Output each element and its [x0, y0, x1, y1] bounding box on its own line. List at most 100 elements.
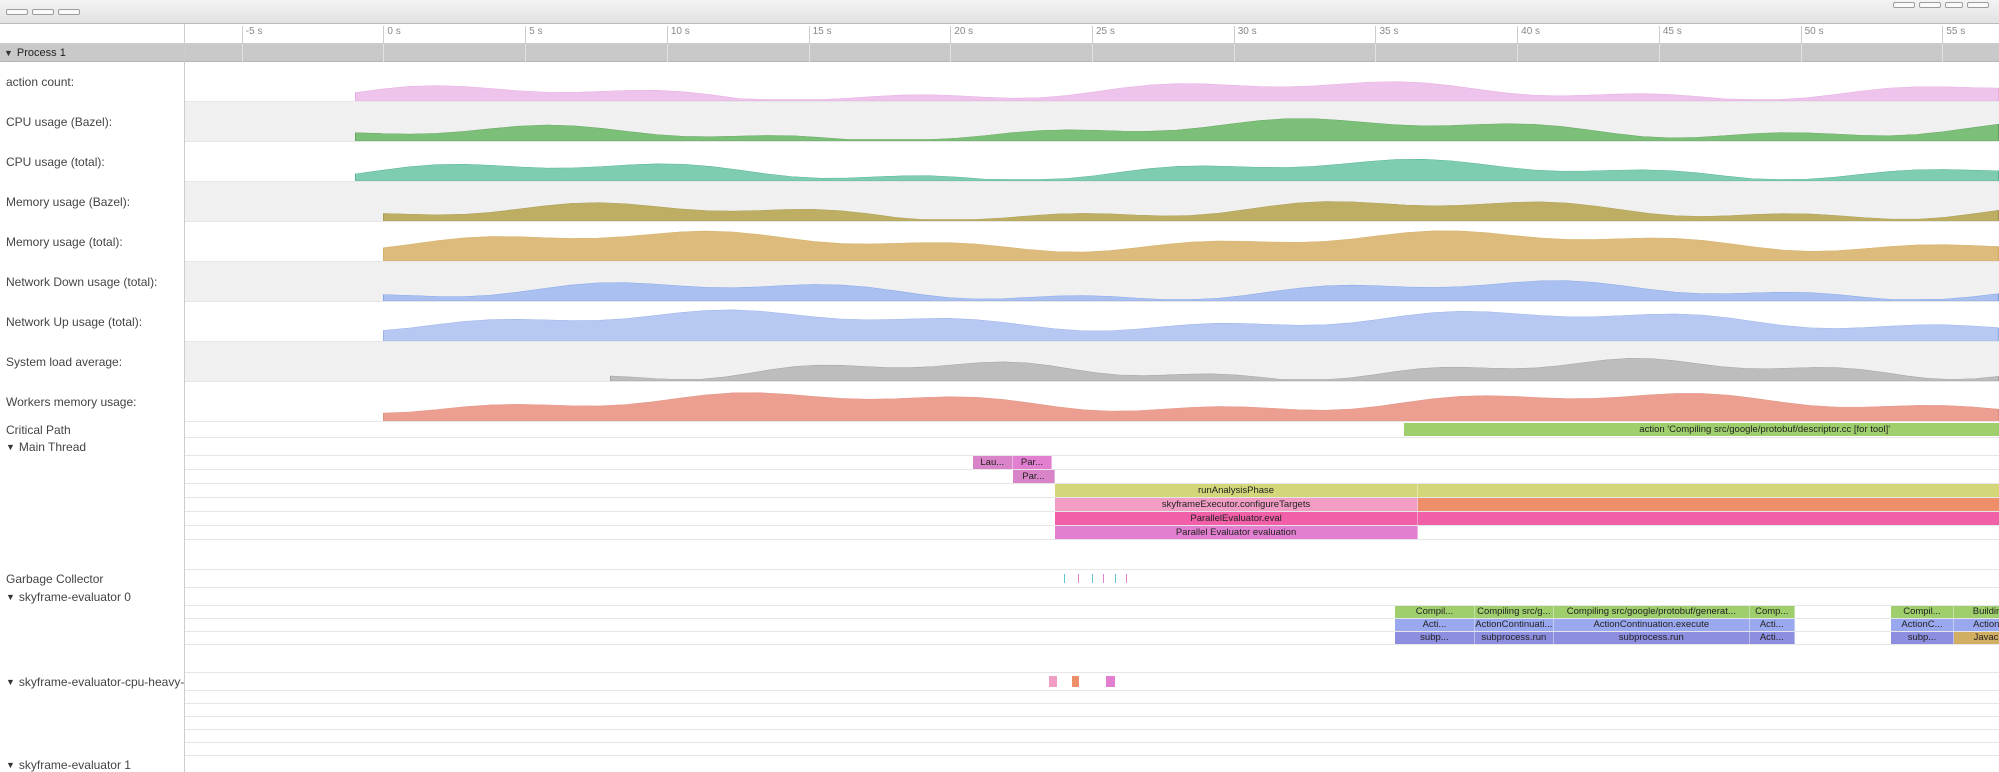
ruler-spacer	[0, 24, 185, 43]
main-thread-row-0[interactable]: Lau... Par...	[185, 456, 1999, 470]
gc-tick-5[interactable]	[1126, 574, 1127, 583]
spacer-track-1[interactable]	[185, 540, 1999, 570]
metric-track-2[interactable]	[185, 142, 1999, 182]
skyframe-cpu-heavy-1-track[interactable]	[185, 673, 1999, 691]
skyframe-evaluator-0-segment-bot-1[interactable]: subprocess.run	[1475, 632, 1554, 644]
main-thread-row-4[interactable]: ParallelEvaluator.evalParallelEvaluator …	[185, 512, 1999, 526]
skyframe-evaluator-0-segment-mid-0[interactable]: Acti...	[1395, 619, 1474, 631]
main-thread-row-2[interactable]: runAnalysisPhasebuildTargets	[185, 484, 1999, 498]
main-thread-row-5[interactable]: Parallel Evaluator evaluation	[185, 526, 1999, 540]
skyframe-cpu-heavy-1-label[interactable]: skyframe-evaluator-cpu-heavy-	[19, 675, 184, 689]
main-thread-segment-0-0[interactable]: Lau...	[973, 456, 1013, 469]
process-1-track	[185, 44, 1999, 62]
skyframe-cpu-heavy-1-marker-2[interactable]	[1106, 676, 1115, 687]
ruler-track[interactable]: -5 s 0 s 5 s 10 s 15 s 20 s 25 s 30 s 35 s 40 s 45…	[185, 24, 1999, 43]
garbage-collector-track[interactable]	[185, 570, 1999, 588]
skyframe-evaluator-0-segment-top-3[interactable]: Comp...	[1750, 606, 1795, 618]
main-thread-sub-label-5-container	[0, 526, 184, 540]
skyframe-evaluator-0-segment-top-1[interactable]: Compiling src/g...	[1475, 606, 1554, 618]
metric-track-0[interactable]	[185, 62, 1999, 102]
main-thread-segment-2-1[interactable]: buildTargets	[1418, 484, 1999, 497]
main-thread-segment-3-0[interactable]: skyframeExecutor.configureTargets	[1055, 498, 1418, 511]
skyframe-evaluator-0-segment-bot-0[interactable]: subp...	[1395, 632, 1474, 644]
main-thread-row-3[interactable]: skyframeExecutor.configureTargetsParalle…	[185, 498, 1999, 512]
main-thread-segment-5-0[interactable]: Parallel Evaluator evaluation	[1055, 526, 1418, 539]
metric-track-1[interactable]	[185, 102, 1999, 142]
metric-label-3: Memory usage (Bazel):	[6, 195, 130, 209]
gc-tick-4[interactable]	[1115, 574, 1116, 583]
main-thread-segment-1-0[interactable]: Par...	[1013, 470, 1056, 483]
track-area[interactable]: action 'Compiling src/google/protobuf/de…	[185, 44, 1999, 772]
record-button[interactable]	[6, 9, 28, 15]
gc-tick-3[interactable]	[1103, 574, 1104, 583]
spacer-track-2[interactable]	[185, 645, 1999, 673]
skyframe-cpu-heavy-1-label-container: ▼ skyframe-evaluator-cpu-heavy-	[0, 673, 184, 691]
cpu-heavy-1-spacer-track-2[interactable]	[185, 717, 1999, 730]
skyframe-evaluator-0-header-track[interactable]	[185, 588, 1999, 606]
gc-tick-0[interactable]	[1064, 574, 1065, 583]
main-thread-segment-3-1[interactable]: ParallelEvaluator.eval	[1418, 498, 1999, 511]
main-thread-label-container: ▼ Main Thread	[0, 438, 184, 456]
metric-label-8-container: Workers memory usage:	[0, 382, 184, 422]
skyframe-evaluator-1-header-track[interactable]	[185, 756, 1999, 772]
skyframe-evaluator-0-segment-bot-3[interactable]: Acti...	[1750, 632, 1795, 644]
m-button[interactable]	[1945, 2, 1963, 8]
main-thread-sub-label-4-container	[0, 512, 184, 526]
view-options-button[interactable]	[1967, 2, 1989, 8]
ruler-tick-55s: 55 s	[1942, 26, 1965, 44]
metric-track-7[interactable]	[185, 342, 1999, 382]
skyframe-evaluator-0-segment-bot-2[interactable]: subprocess.run	[1554, 632, 1750, 644]
ruler-tick-5s: 5 s	[525, 26, 542, 44]
skyframe-evaluator-0-segment-bot-5[interactable]: Javac work...	[1954, 632, 1999, 644]
skyframe-evaluator-0-segment-mid-2[interactable]: ActionContinuation.execute	[1554, 619, 1750, 631]
skyframe-evaluator-0-segment-top-4[interactable]: Compil...	[1891, 606, 1953, 618]
flow-events-button[interactable]	[1893, 2, 1915, 8]
metric-track-4[interactable]	[185, 222, 1999, 262]
metric-label-5-container: Network Down usage (total):	[0, 262, 184, 302]
gc-tick-2[interactable]	[1092, 574, 1093, 583]
metric-label-2-container: CPU usage (total):	[0, 142, 184, 182]
metric-track-3[interactable]	[185, 182, 1999, 222]
main-thread-row-1[interactable]: Par...	[185, 470, 1999, 484]
main-thread-segment-2-0[interactable]: runAnalysisPhase	[1055, 484, 1418, 497]
main-thread-segment-0-1[interactable]: Par...	[1013, 456, 1053, 469]
skyframe-evaluator-0-segment-mid-4[interactable]: ActionC...	[1891, 619, 1953, 631]
main-thread-header-track[interactable]	[185, 438, 1999, 456]
main-thread-segment-4-1[interactable]: ParallelEvaluator evaluation	[1418, 512, 1999, 525]
main-thread-label[interactable]: Main Thread	[19, 440, 86, 454]
skyframe-evaluator-1-label[interactable]: skyframe-evaluator 1	[19, 758, 131, 772]
skyframe-evaluator-0-segment-top-0[interactable]: Compil...	[1395, 606, 1474, 618]
metric-track-5[interactable]	[185, 262, 1999, 302]
save-button[interactable]	[32, 9, 54, 15]
cpu-heavy-1-spacer-label-1-container	[0, 704, 184, 717]
skyframe-cpu-heavy-1-marker-1[interactable]	[1072, 676, 1079, 687]
cpu-heavy-1-spacer-track-1[interactable]	[185, 704, 1999, 717]
critical-path-track[interactable]: action 'Compiling src/google/protobuf/de…	[185, 422, 1999, 438]
gc-tick-1[interactable]	[1078, 574, 1079, 583]
process-header-label[interactable]: Process 1	[17, 47, 66, 59]
main-thread-segment-4-0[interactable]: ParallelEvaluator.eval	[1055, 512, 1418, 525]
skyframe-evaluator-0-segment-mid-5[interactable]: ActionConti...	[1954, 619, 1999, 631]
skyframe-evaluator-0-row-mid[interactable]: Acti... ActionContinuati... ActionContinua…	[185, 619, 1999, 632]
load-button[interactable]	[58, 9, 80, 15]
skyframe-evaluator-0-row-bot[interactable]: subp... subprocess.run subprocess.run Acti.…	[185, 632, 1999, 645]
skyframe-cpu-heavy-1-marker-0[interactable]	[1049, 676, 1056, 687]
skyframe-evaluator-0-segment-top-2[interactable]: Compiling src/google/protobuf/generat...	[1554, 606, 1750, 618]
cpu-heavy-1-spacer-track-4[interactable]	[185, 743, 1999, 756]
skyframe-evaluator-0-segment-mid-3[interactable]: Acti...	[1750, 619, 1795, 631]
timeline-body: ▼ Process 1 action count: CPU usage (Bazel)…	[0, 44, 1999, 772]
skyframe-evaluator-0-segment-bot-4[interactable]: subp...	[1891, 632, 1953, 644]
critical-path-segment-0[interactable]: action 'Compiling src/google/protobuf/de…	[1404, 423, 1999, 436]
processes-button[interactable]	[1919, 2, 1941, 8]
skyframe-evaluator-0-row-top[interactable]: Compil... Compiling src/g... Compiling src…	[185, 606, 1999, 619]
metric-track-8[interactable]	[185, 382, 1999, 422]
cpu-heavy-1-spacer-track-3[interactable]	[185, 730, 1999, 743]
metric-label-2: CPU usage (total):	[6, 155, 105, 169]
skyframe-evaluator-0-segment-top-5[interactable]: Building src...	[1954, 606, 1999, 618]
skyframe-evaluator-0-label[interactable]: skyframe-evaluator 0	[19, 590, 131, 604]
cpu-heavy-1-spacer-track-0[interactable]	[185, 691, 1999, 704]
main-thread-sub-label-1-container	[0, 470, 184, 484]
cpu-heavy-1-spacer-label-3-container	[0, 730, 184, 743]
skyframe-evaluator-0-segment-mid-1[interactable]: ActionContinuati...	[1475, 619, 1554, 631]
metric-track-6[interactable]	[185, 302, 1999, 342]
